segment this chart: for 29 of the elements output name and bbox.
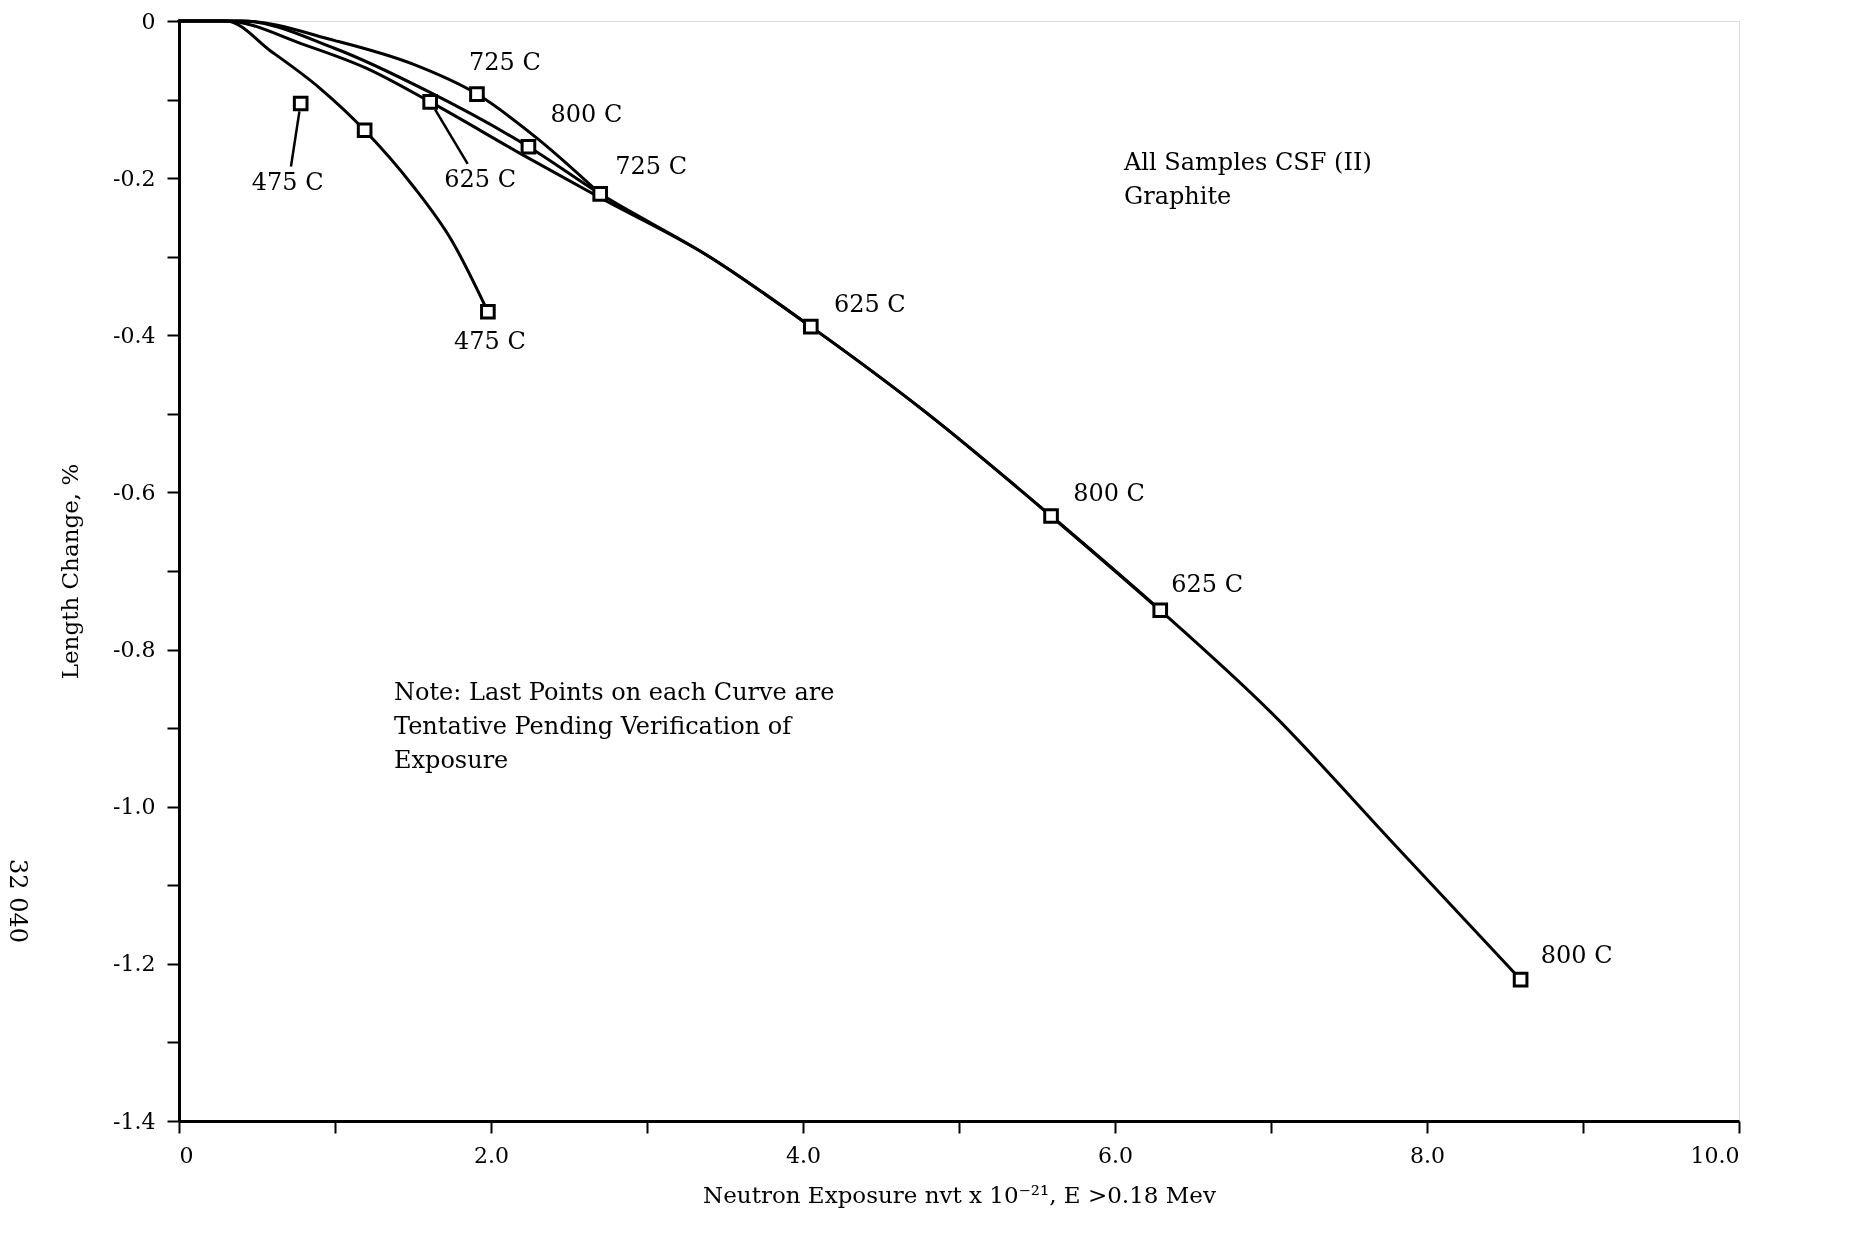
y-tick-label: -1.4 bbox=[113, 1108, 156, 1134]
x-tick-label: 4.0 bbox=[786, 1142, 821, 1168]
annotation: 800 C bbox=[1073, 479, 1145, 507]
annotation: 725 C bbox=[615, 151, 688, 180]
annotation: 725 C bbox=[469, 48, 541, 77]
x-tick-label: 0 bbox=[179, 1142, 194, 1168]
x-tick-label: 8.0 bbox=[1410, 1142, 1445, 1168]
annotation: 475 C bbox=[251, 167, 324, 196]
annotation: Note: Last Points on each Curve are Tentative Pending Verification of Exposure bbox=[394, 678, 835, 774]
annotation: All Samples CSF (II) Graphite bbox=[1123, 148, 1372, 210]
text: 32 040 bbox=[4, 859, 32, 943]
y-axis-title: Length Change, % bbox=[57, 463, 84, 680]
y-tick-label: 0 bbox=[141, 8, 156, 34]
y-tick-label: -1.0 bbox=[113, 794, 156, 820]
x-axis-title: Neutron Exposure nvt x 10⁻²¹, E >0.18 Mev bbox=[703, 1181, 1216, 1208]
annotation: 625 C bbox=[833, 289, 906, 318]
y-tick-label: -1.2 bbox=[113, 951, 156, 977]
annotation: 625 C bbox=[1171, 570, 1244, 599]
y-tick-label: -0.6 bbox=[113, 479, 156, 505]
y-tick-label: -0.2 bbox=[113, 165, 156, 191]
annotation: 800 C bbox=[1540, 940, 1613, 969]
annotation: 625 C bbox=[444, 164, 517, 193]
x-tick-label: 10.0 bbox=[1690, 1142, 1740, 1168]
x-tick-label: 2.0 bbox=[474, 1142, 509, 1168]
x-tick-label: 6.0 bbox=[1098, 1142, 1133, 1168]
annotation: 475 C bbox=[453, 326, 526, 355]
y-tick-label: -0.4 bbox=[113, 322, 156, 348]
annotation: 800 C bbox=[550, 99, 623, 128]
y-tick-label: -0.8 bbox=[113, 637, 156, 663]
